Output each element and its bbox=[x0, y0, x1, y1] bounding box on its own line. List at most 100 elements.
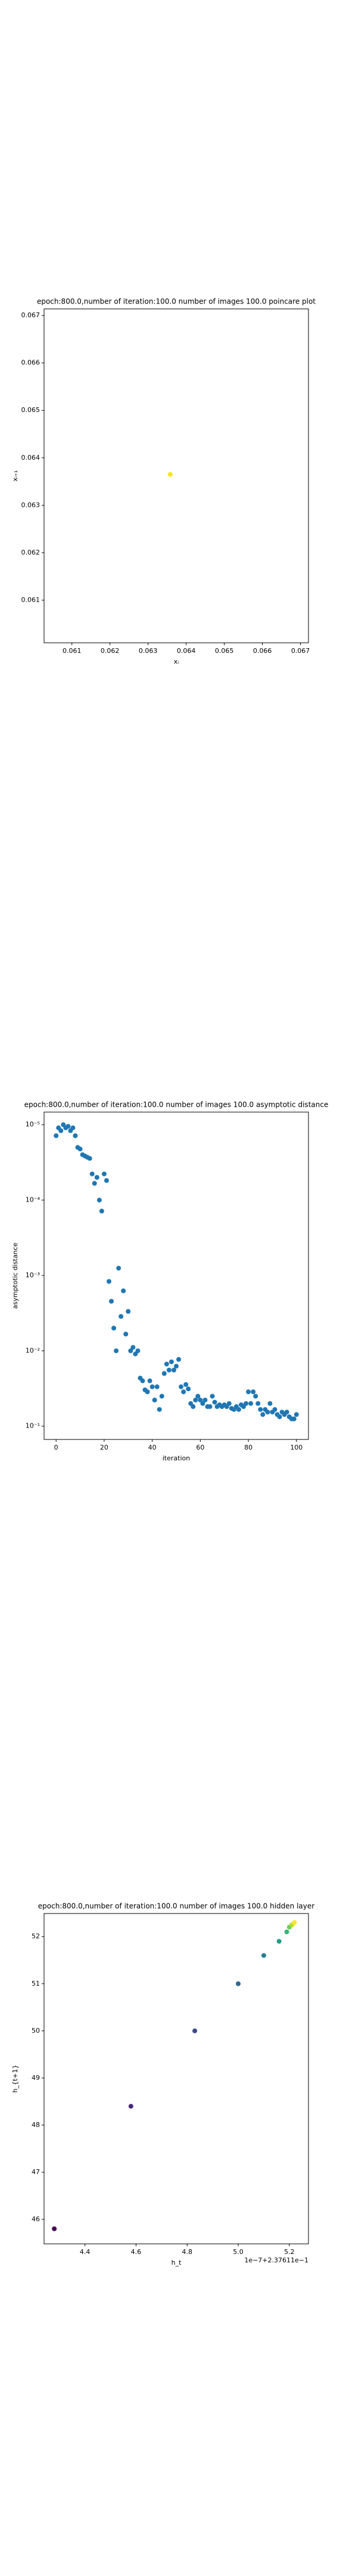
point bbox=[140, 1378, 145, 1383]
y-tick-label: 51 bbox=[32, 1980, 40, 1987]
x-tick-label: 60 bbox=[196, 1444, 204, 1451]
y-tick-label: 0.064 bbox=[21, 454, 40, 462]
x-tick-label: 5.2 bbox=[284, 2248, 295, 2256]
point bbox=[284, 1929, 289, 1934]
point bbox=[167, 472, 173, 477]
y-tick-label: 10⁻¹ bbox=[26, 1422, 40, 1430]
y-tick-label: 0.061 bbox=[21, 596, 40, 603]
point bbox=[251, 1389, 256, 1395]
point bbox=[195, 1394, 201, 1399]
point bbox=[109, 1299, 114, 1304]
chart-title: epoch:800.0,number of iteration:100.0 nu… bbox=[38, 1902, 314, 1911]
point bbox=[166, 1367, 172, 1373]
x-tick-label: 4.6 bbox=[131, 2248, 142, 2256]
x-tick-label: 0.061 bbox=[63, 647, 82, 655]
point bbox=[253, 1394, 258, 1399]
x-tick-label: 100 bbox=[290, 1444, 303, 1451]
point bbox=[101, 1171, 107, 1176]
point bbox=[116, 1265, 121, 1271]
point bbox=[106, 1278, 111, 1284]
point bbox=[77, 1146, 83, 1151]
point bbox=[277, 1414, 282, 1419]
point bbox=[128, 1348, 133, 1354]
point bbox=[207, 1404, 213, 1409]
y-tick-label: 10⁻² bbox=[26, 1346, 40, 1354]
point bbox=[94, 1175, 99, 1180]
point bbox=[244, 1401, 249, 1406]
x-axis-label: iteration bbox=[163, 1454, 190, 1462]
x-tick-label: 0.063 bbox=[139, 647, 158, 655]
point bbox=[236, 1981, 241, 1986]
y-tick-label: 47 bbox=[32, 2168, 40, 2176]
x-tick-label: 80 bbox=[244, 1444, 252, 1451]
point bbox=[212, 1400, 217, 1405]
point bbox=[66, 1123, 71, 1129]
y-axis-label: asymptotic distance bbox=[11, 1243, 19, 1309]
chart-title: epoch:800.0,number of iteration:100.0 nu… bbox=[37, 298, 316, 306]
point bbox=[87, 1156, 92, 1161]
point bbox=[119, 1314, 124, 1319]
y-tick-label: 0.066 bbox=[21, 359, 40, 367]
point bbox=[255, 1401, 261, 1406]
x-tick-label: 4.8 bbox=[182, 2248, 192, 2256]
point bbox=[200, 1401, 205, 1406]
point bbox=[174, 1364, 179, 1369]
point bbox=[267, 1401, 273, 1406]
point bbox=[164, 1361, 169, 1367]
x-tick-label: 0.064 bbox=[177, 647, 196, 655]
point bbox=[291, 1416, 297, 1422]
point bbox=[126, 1309, 131, 1314]
point bbox=[183, 1382, 189, 1387]
x-tick-label: 0.062 bbox=[101, 647, 120, 655]
point bbox=[152, 1397, 157, 1402]
point bbox=[121, 1288, 126, 1293]
offset-label: 1e−7+2.37611e−1 bbox=[244, 2256, 308, 2264]
point bbox=[246, 1389, 251, 1395]
plot-frame bbox=[43, 308, 309, 643]
y-tick-label: 46 bbox=[32, 2215, 40, 2223]
point bbox=[236, 1407, 241, 1412]
point bbox=[294, 1412, 299, 1417]
point bbox=[171, 1367, 176, 1373]
point bbox=[70, 1125, 76, 1131]
x-tick-label: 5.0 bbox=[233, 2248, 244, 2256]
y-tick-label: 10⁻⁴ bbox=[26, 1196, 40, 1204]
y-tick-label: 0.063 bbox=[21, 501, 40, 509]
point bbox=[114, 1348, 119, 1354]
y-tick-label: 10⁻³ bbox=[26, 1271, 40, 1279]
plot-frame bbox=[43, 1111, 309, 1440]
chart-title: epoch:800.0,number of iteration:100.0 nu… bbox=[24, 1101, 329, 1109]
point bbox=[191, 1404, 196, 1409]
point bbox=[198, 1397, 203, 1402]
x-axis-label: xᵢ bbox=[174, 658, 179, 665]
point bbox=[265, 1410, 270, 1415]
point bbox=[149, 1384, 155, 1389]
point bbox=[260, 1412, 266, 1417]
x-tick-label: 0.067 bbox=[291, 647, 310, 655]
x-tick-label: 0.066 bbox=[253, 647, 272, 655]
point bbox=[179, 1384, 184, 1389]
point bbox=[157, 1407, 162, 1412]
x-tick-label: 40 bbox=[148, 1444, 157, 1451]
point bbox=[192, 2028, 198, 2033]
y-tick-label: 0.065 bbox=[21, 406, 40, 414]
y-axis-label: xᵢ₊₁ bbox=[11, 470, 19, 482]
point bbox=[248, 1401, 254, 1406]
point bbox=[159, 1394, 164, 1399]
x-tick-label: 0.065 bbox=[215, 647, 234, 655]
y-tick-label: 0.067 bbox=[21, 311, 40, 319]
y-tick-label: 50 bbox=[32, 2027, 40, 2035]
y-tick-label: 10⁻⁵ bbox=[26, 1120, 40, 1128]
point bbox=[123, 1332, 129, 1337]
point bbox=[186, 1386, 191, 1392]
plot-frame bbox=[43, 1913, 309, 2244]
point bbox=[128, 2104, 133, 2109]
point bbox=[147, 1378, 152, 1383]
point bbox=[145, 1389, 150, 1395]
point bbox=[193, 1397, 198, 1402]
y-tick-label: 48 bbox=[32, 2121, 40, 2129]
y-tick-label: 52 bbox=[32, 1933, 40, 1940]
point bbox=[276, 1939, 282, 1944]
y-axis-label: h_{t+1} bbox=[11, 2065, 19, 2093]
point bbox=[135, 1348, 141, 1354]
